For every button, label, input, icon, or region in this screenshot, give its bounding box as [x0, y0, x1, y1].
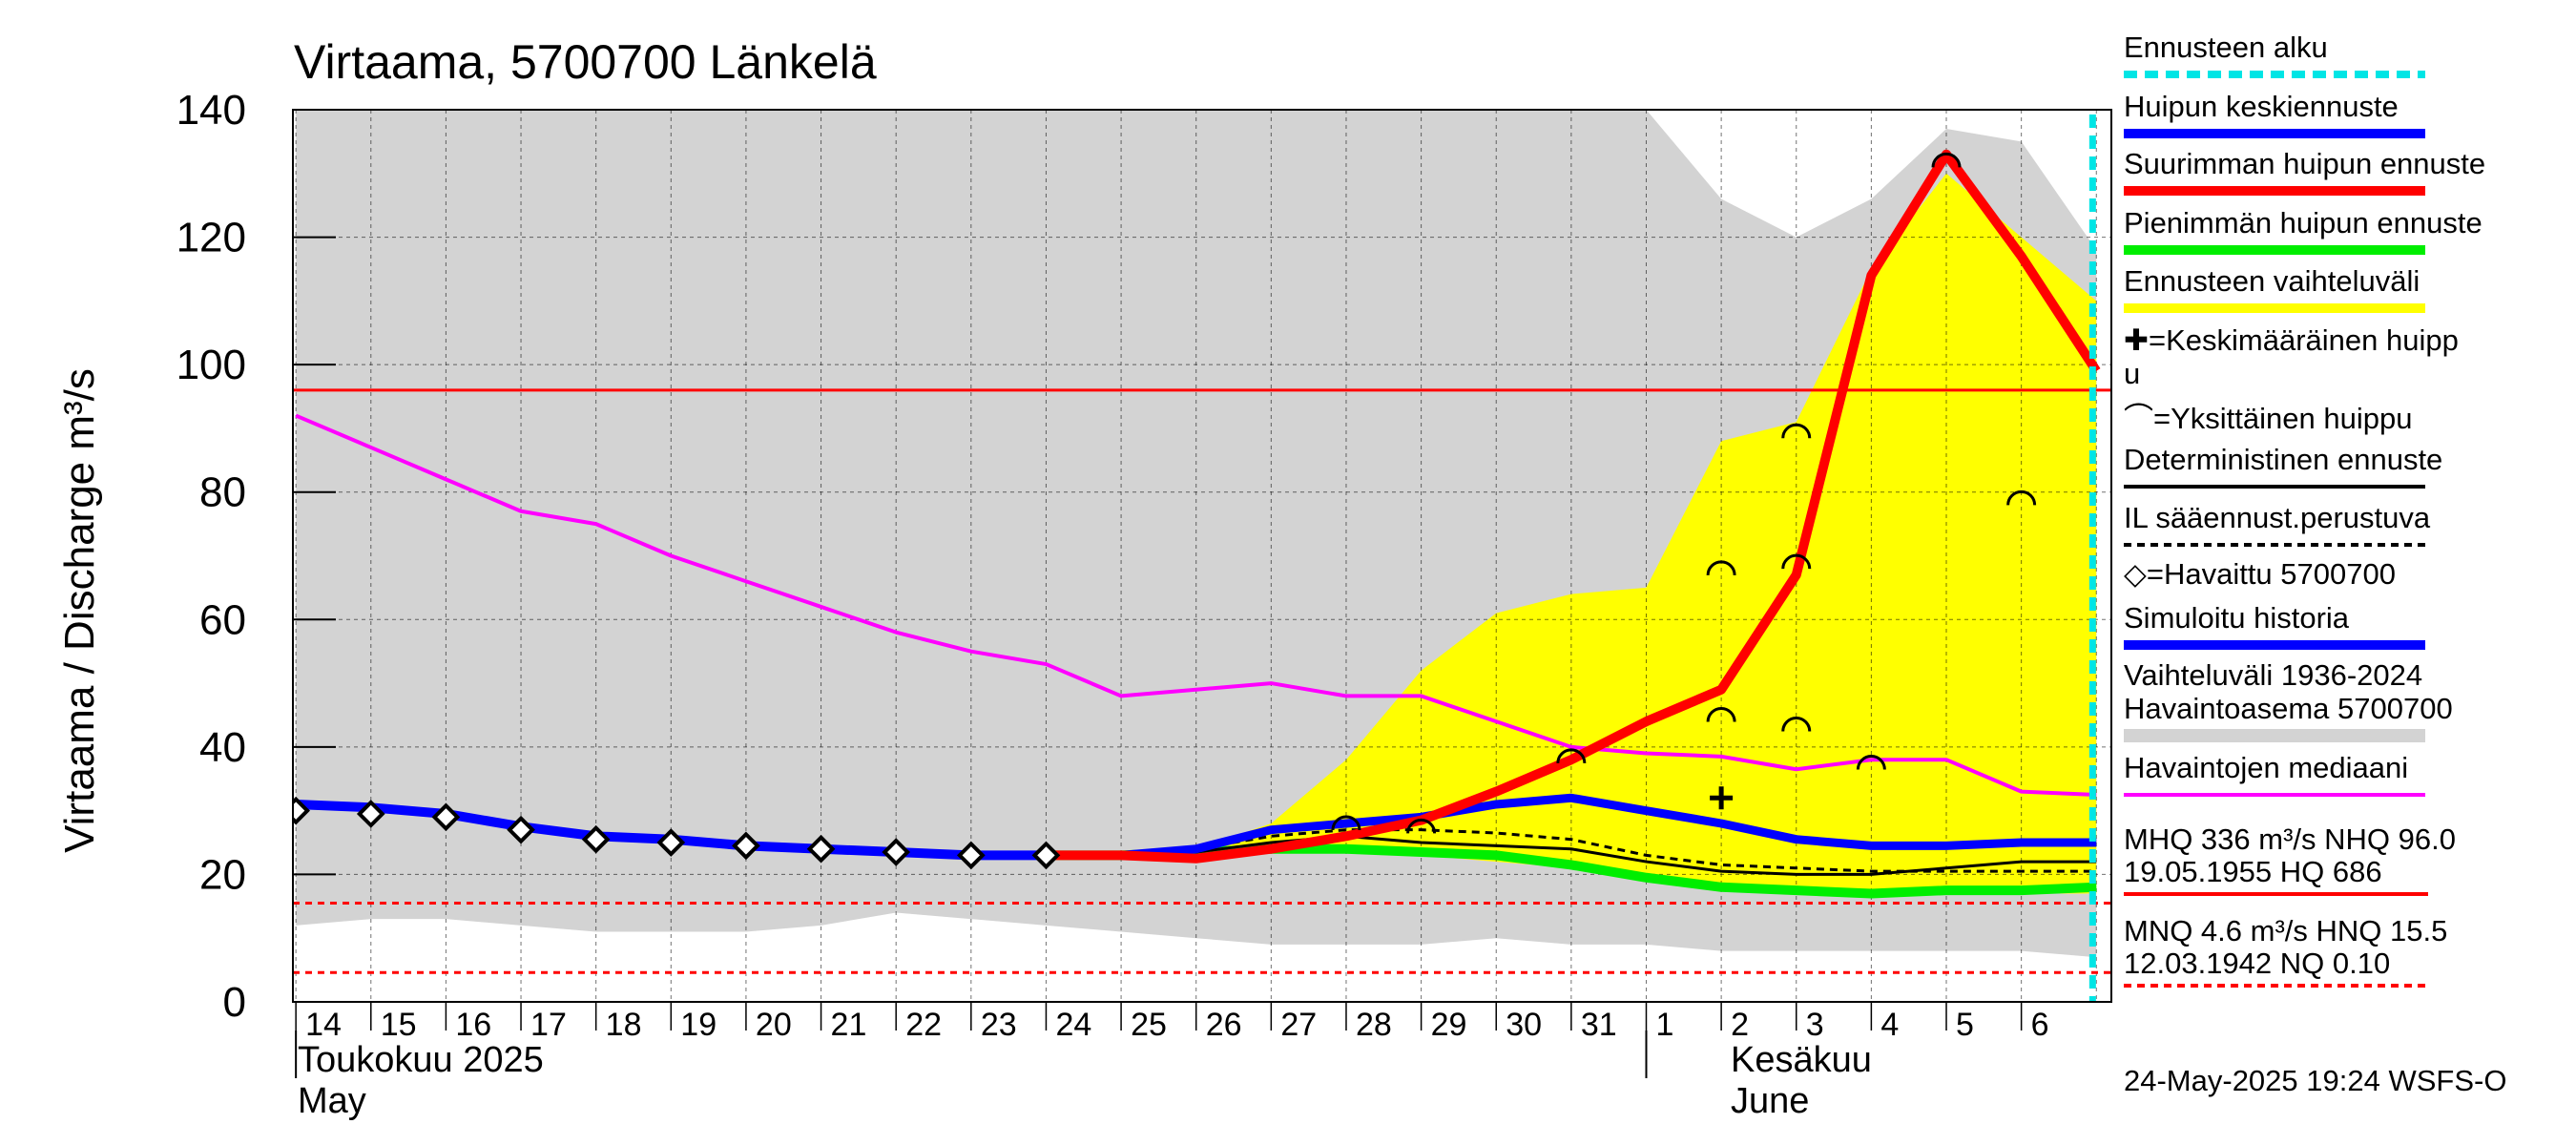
y-tick-label: 140 — [177, 87, 246, 134]
stat-mnq: MNQ 4.6 m³/s HNQ 15.5 — [2124, 914, 2447, 947]
observed-point — [806, 834, 836, 864]
single-peak-marker — [1781, 423, 1812, 439]
y-tick-label: 100 — [177, 342, 246, 388]
single-peak-marker — [2006, 489, 2037, 506]
y-tick-label: 60 — [199, 596, 246, 643]
month-label-may-en: May — [298, 1081, 366, 1121]
x-tick-label: 21 — [831, 1007, 867, 1043]
legend-label: Ennusteen alku — [2124, 31, 2328, 64]
legend-label: Deterministinen ennuste — [2124, 443, 2442, 476]
observed-point — [431, 802, 461, 832]
x-tick-label: 25 — [1131, 1007, 1167, 1043]
x-tick-label: 18 — [606, 1007, 642, 1043]
legend-label: Vaihteluväli 1936-2024 — [2124, 658, 2422, 692]
legend-label: Havaintojen mediaani — [2124, 751, 2408, 784]
observed-point — [356, 800, 385, 828]
x-tick-label: 27 — [1280, 1007, 1317, 1043]
legend-label: IL sääennust.perustuva — [2124, 501, 2431, 534]
series-huipun-keskiennuste — [1046, 793, 2097, 860]
x-tick-label: 5 — [1956, 1007, 1974, 1043]
x-tick-label: 20 — [756, 1007, 792, 1043]
plot-frame — [292, 109, 2112, 1003]
observed-point — [956, 841, 986, 870]
x-tick-label: 26 — [1206, 1007, 1242, 1043]
x-tick-label: 3 — [1806, 1007, 1824, 1043]
legend-label-2: Havaintoasema 5700700 — [2124, 692, 2453, 725]
legend-label: Ennusteen vaihteluväli — [2124, 264, 2420, 298]
y-tick-label: 20 — [199, 851, 246, 898]
single-peak-marker — [1781, 717, 1812, 732]
x-tick-label: 6 — [2031, 1007, 2049, 1043]
legend-label: Pienimmän huipun ennuste — [2124, 206, 2483, 239]
x-tick-label: 29 — [1431, 1007, 1467, 1043]
single-peak-marker — [1556, 748, 1587, 763]
single-peak-marker — [1331, 815, 1361, 831]
month-label-may-fi: Toukokuu 2025 — [298, 1040, 544, 1080]
single-peak-marker — [1706, 560, 1736, 575]
observed-point — [656, 828, 686, 857]
y-tick-label: 120 — [177, 215, 246, 261]
x-tick-label: 1 — [1655, 1007, 1673, 1043]
x-tick-label: 16 — [455, 1007, 491, 1043]
legend-label: ✚=Keskimääräinen huipp — [2124, 323, 2459, 357]
y-tick-label: 40 — [199, 724, 246, 771]
y-tick-label: 80 — [199, 469, 246, 516]
chart-title: Virtaama, 5700700 Länkelä — [294, 35, 877, 89]
stat-mhq-date: 19.05.1955 HQ 686 — [2124, 855, 2382, 888]
month-label-june-en: June — [1731, 1081, 1809, 1121]
mean-peak-marker — [1710, 786, 1734, 810]
y-tick-label: 0 — [223, 979, 246, 1026]
x-tick-label: 19 — [680, 1007, 717, 1043]
legend-label-2: u — [2124, 357, 2140, 390]
observed-point — [507, 815, 535, 844]
single-peak-marker — [1706, 707, 1736, 722]
x-tick-label: 31 — [1581, 1007, 1617, 1043]
observed-point — [882, 838, 911, 866]
observed-point — [293, 796, 310, 825]
legend-label: Suurimman huipun ennuste — [2124, 147, 2485, 180]
x-tick-label: 17 — [530, 1007, 567, 1043]
legend-label: Simuloitu historia — [2124, 601, 2350, 635]
y-axis-label: Virtaama / Discharge m³/s — [56, 368, 103, 853]
legend-label: Huipun keskiennuste — [2124, 90, 2399, 123]
legend-label: ◇=Havaittu 5700700 — [2124, 557, 2396, 591]
x-tick-label: 14 — [305, 1007, 342, 1043]
legend-label: ⌒=Yksittäinen huippu — [2124, 402, 2412, 435]
observed-point — [1031, 841, 1061, 870]
x-tick-label: 15 — [381, 1007, 417, 1043]
observed-point — [581, 824, 611, 854]
stat-mhq: MHQ 336 m³/s NHQ 96.0 — [2124, 822, 2456, 856]
single-peak-marker — [1856, 755, 1886, 770]
series-deterministinen-ennuste — [1046, 834, 2097, 876]
stat-mnq-date: 12.03.1942 NQ 0.10 — [2124, 947, 2390, 980]
x-tick-label: 24 — [1055, 1007, 1091, 1043]
x-tick-label: 28 — [1356, 1007, 1392, 1043]
single-peak-marker — [1931, 153, 1962, 168]
series-havaintojen-mediaani — [295, 413, 2097, 797]
month-label-june-fi: Kesäkuu — [1731, 1040, 1872, 1080]
series-suurimman-huipun-ennuste — [1046, 149, 2101, 864]
x-tick-label: 4 — [1880, 1007, 1899, 1043]
observed-point — [732, 831, 760, 861]
x-tick-label: 30 — [1506, 1007, 1542, 1043]
x-tick-label: 23 — [981, 1007, 1017, 1043]
x-tick-label: 22 — [905, 1007, 942, 1043]
x-tick-label: 2 — [1731, 1007, 1749, 1043]
single-peak-marker — [1781, 553, 1812, 570]
single-peak-marker — [1406, 818, 1437, 834]
footer-timestamp: 24-May-2025 19:24 WSFS-O — [2124, 1064, 2506, 1097]
